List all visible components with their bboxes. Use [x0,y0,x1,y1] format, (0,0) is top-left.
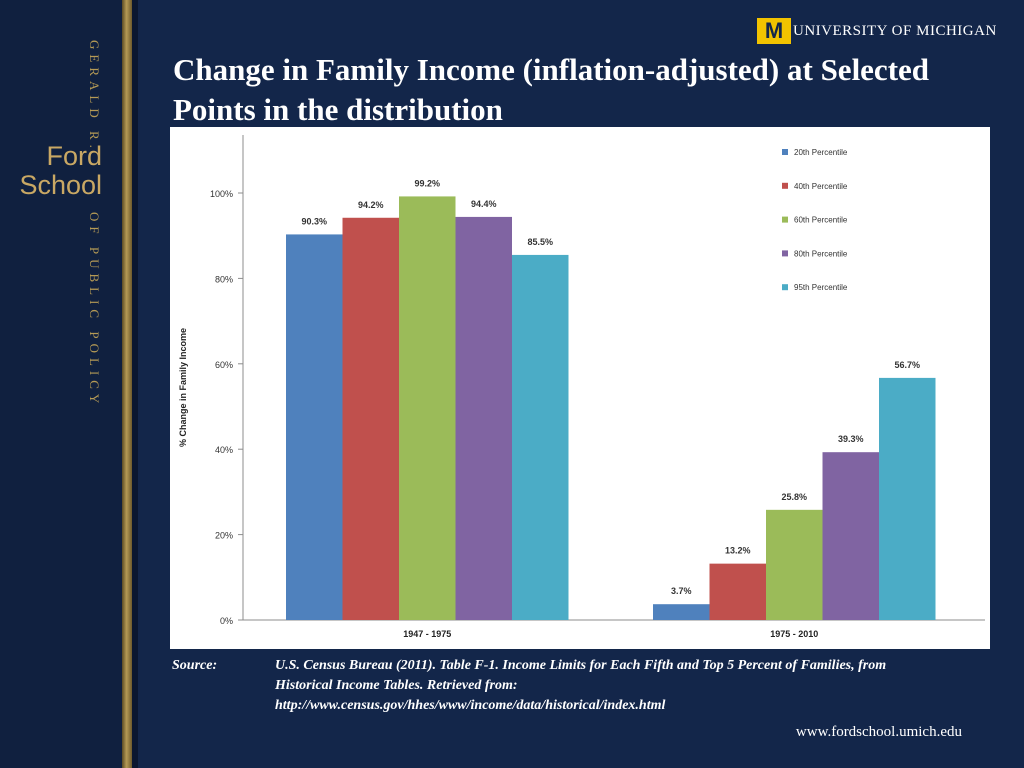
sidebar-vertical-top-text: GERALD R. [87,40,102,153]
footer-website: www.fordschool.umich.edu [795,724,962,740]
legend-label: 60th Percentile [794,216,848,225]
data-label: 90.3% [301,216,327,226]
y-tick-label: 80% [215,274,233,284]
legend-label: 40th Percentile [794,182,848,191]
gold-divider [122,0,132,768]
legend-swatch [782,216,788,223]
bar-2-2 [709,563,766,620]
bar-1-1 [286,234,343,620]
legend-swatch [782,250,788,257]
bar-4-2 [822,452,879,620]
dark-divider [132,0,138,768]
bar-4-1 [455,216,512,621]
data-label: 3.7% [671,586,692,596]
y-axis-label: % Change in Family Income [178,328,188,447]
bar-1-2 [653,604,710,620]
data-label: 94.4% [471,199,497,209]
chart-container: 0% 20% 40% 60% 80% 100% % Change in Family Inc… [170,127,990,649]
data-label: 39.3% [838,434,864,444]
sidebar [0,0,122,768]
sidebar-vertical-bottom-text: OF PUBLIC POLICY [87,212,102,409]
bar-5-2 [879,377,936,620]
legend-swatch [782,182,788,189]
data-label: 99.2% [414,178,440,188]
legend-swatch [782,149,788,155]
university-name: UNIVERSITY OF MICHIGAN [793,22,997,39]
block-m-icon: M [757,18,791,44]
brand-line-1: Ford [46,141,102,171]
y-tick-label: 20% [215,531,233,541]
y-tick-label: 60% [215,360,233,370]
y-tick-label: 0% [220,616,233,626]
x-category-label: 1947 - 1975 [403,629,451,639]
data-label: 13.2% [725,546,751,556]
data-label: 85.5% [527,237,553,247]
data-label: 25.8% [781,492,807,502]
y-tick-label: 40% [215,445,233,455]
legend-label: 20th Percentile [794,148,848,157]
source-text: U.S. Census Bureau (2011). Table F-1. In… [275,658,887,713]
legend-label: 80th Percentile [794,249,848,258]
y-tick-label: 100% [210,189,233,199]
data-label: 56.7% [894,360,920,370]
legend-swatch [782,284,788,291]
university-logo: M UNIVERSITY OF MICHIGAN [757,18,997,44]
ford-school-logo: Ford School [8,142,102,200]
bar-3-2 [766,509,823,620]
slide-title: Change in Family Income (inflation-adjus… [173,52,930,127]
bar-5-1 [512,254,569,620]
legend-label: 95th Percentile [794,283,848,292]
bar-chart: 0% 20% 40% 60% 80% 100% % Change in Family Inc… [178,135,985,639]
bar-2-1 [342,217,399,620]
data-label: 94.2% [358,200,384,210]
brand-line-2: School [19,170,102,200]
source-label: Source: [172,658,218,673]
bar-3-1 [399,196,456,620]
x-category-label: 1975 - 2010 [770,629,818,639]
